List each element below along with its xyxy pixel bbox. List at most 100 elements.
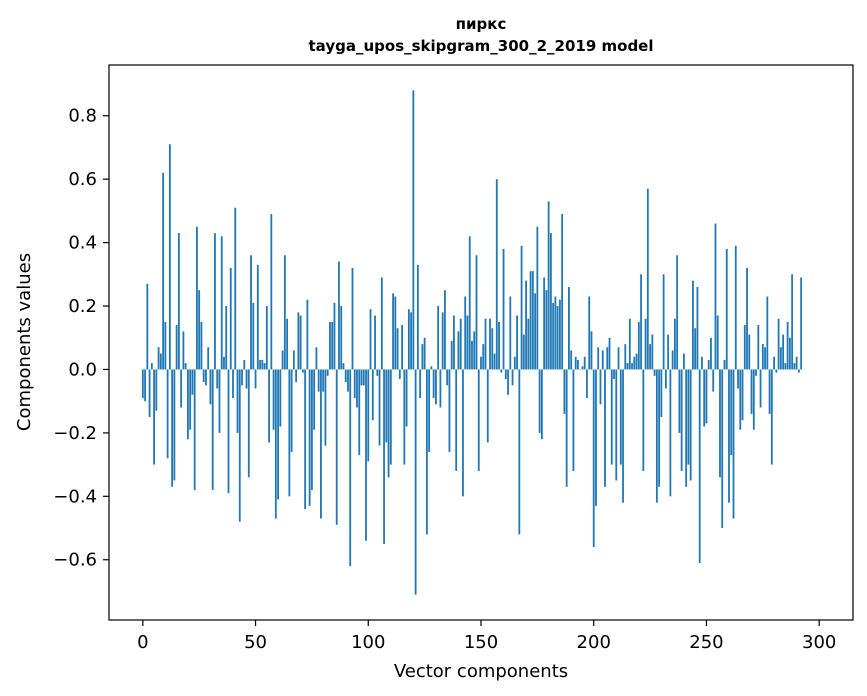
x-axis-label: Vector components — [394, 661, 568, 682]
x-axis-ticks: 0 50 100 150 200 250 300 — [137, 620, 836, 653]
bar — [759, 369, 762, 408]
bar — [649, 344, 651, 370]
bar — [369, 309, 372, 370]
bar — [283, 255, 286, 370]
bar — [739, 369, 742, 430]
bar — [502, 248, 505, 370]
bar — [723, 359, 726, 370]
bar — [540, 369, 543, 440]
bar — [667, 334, 670, 370]
bar — [414, 369, 417, 595]
y-tick-label: −0.4 — [53, 486, 97, 507]
bar — [779, 347, 782, 370]
bar — [218, 369, 221, 433]
bar — [705, 369, 708, 424]
bar — [601, 350, 604, 370]
bar — [387, 369, 390, 478]
bar — [171, 369, 174, 487]
bar — [198, 290, 201, 370]
y-axis-label: Components values — [14, 253, 35, 431]
bar — [610, 369, 613, 465]
bar — [680, 369, 683, 471]
bar — [568, 287, 570, 370]
bar — [243, 359, 246, 370]
bar — [536, 226, 539, 370]
bar — [256, 264, 259, 370]
bar — [561, 214, 564, 370]
bar — [734, 245, 737, 370]
bar — [432, 369, 435, 398]
bar — [556, 306, 559, 370]
bar — [329, 321, 331, 370]
bar — [453, 315, 455, 370]
bar — [362, 369, 365, 386]
bar — [651, 334, 654, 370]
bar — [773, 356, 775, 370]
bar — [207, 347, 210, 370]
bar — [509, 296, 512, 370]
bar — [335, 369, 338, 525]
bar — [588, 296, 591, 370]
bar — [653, 369, 656, 376]
bar — [356, 369, 358, 408]
bar — [430, 366, 433, 370]
bar — [559, 299, 561, 370]
bar — [599, 369, 602, 405]
bar — [468, 236, 471, 370]
bar — [177, 233, 180, 370]
bar — [655, 369, 658, 503]
bar — [374, 315, 376, 370]
bar — [590, 331, 593, 370]
bar — [658, 369, 661, 487]
bar — [322, 369, 325, 392]
bar — [628, 318, 631, 370]
bar — [299, 315, 302, 370]
bar — [477, 369, 480, 471]
bar — [748, 334, 751, 370]
bar — [613, 369, 615, 379]
x-tick-label: 200 — [577, 632, 611, 653]
bar — [484, 318, 487, 370]
bar — [624, 344, 627, 370]
bar — [604, 369, 606, 487]
bar — [606, 347, 609, 370]
bar — [148, 369, 151, 418]
bar — [338, 261, 340, 370]
bar — [495, 179, 498, 370]
bar — [347, 369, 349, 392]
bar — [229, 267, 232, 370]
bar — [615, 369, 618, 481]
chart-title-line1: пиркс — [456, 15, 507, 33]
x-tick-label: 150 — [464, 632, 498, 653]
bar — [475, 255, 478, 370]
bar — [320, 369, 322, 519]
bar — [263, 363, 266, 370]
bar — [464, 296, 467, 370]
bar — [317, 369, 320, 392]
bar — [498, 321, 500, 370]
bar — [265, 306, 268, 370]
bar — [786, 321, 789, 370]
bar — [570, 350, 573, 370]
bar — [211, 369, 214, 490]
bar — [220, 236, 223, 370]
bar — [412, 90, 415, 370]
bar — [529, 271, 532, 370]
bar — [205, 369, 207, 386]
bar — [380, 277, 383, 370]
bar — [419, 369, 422, 398]
bar — [184, 363, 187, 370]
bar — [168, 144, 171, 370]
bar — [678, 369, 681, 433]
bar — [491, 328, 494, 370]
bar — [301, 369, 304, 373]
bar — [673, 318, 676, 370]
bar — [401, 325, 403, 370]
bar — [784, 363, 787, 370]
x-tick-label: 100 — [351, 632, 385, 653]
bar — [232, 369, 234, 398]
bar — [669, 369, 672, 497]
bar — [254, 369, 257, 389]
bar — [435, 369, 437, 405]
bar — [777, 318, 780, 370]
